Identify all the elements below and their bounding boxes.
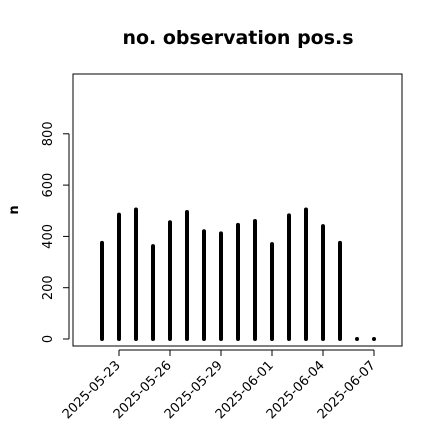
chart-title: no. observation pos.s [122,27,353,49]
bar-zero-point [355,337,359,341]
plot-frame [72,73,403,347]
bar-zero-point [372,337,376,341]
y-tick-label: 800 [41,121,56,146]
y-tick-label: 0 [41,335,56,343]
y-axis-label: n [7,205,22,214]
y-axis: 0 200 400 600 800 [41,121,70,343]
y-tick-label: 400 [41,224,56,249]
bars-group [100,207,376,341]
y-tick-label: 200 [41,275,56,300]
y-tick-label: 600 [41,173,56,198]
x-axis: 2025-05-232025-05-262025-05-292025-06-01… [60,349,379,422]
